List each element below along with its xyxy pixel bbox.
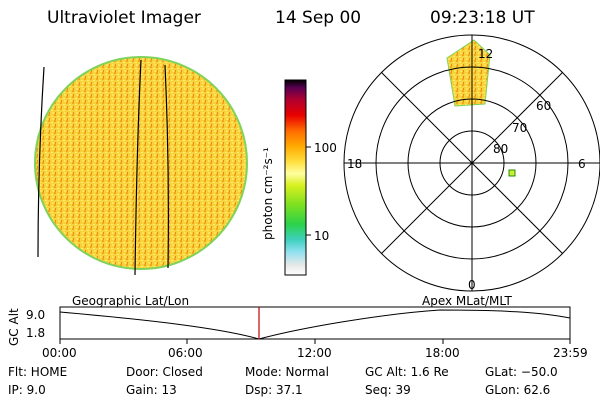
colorbar-tick-100: 100 (314, 141, 337, 155)
info-door: Door: Closed (126, 365, 203, 379)
info-seq: Seq: 39 (365, 383, 411, 397)
colorbar-unit-label: photon cm⁻²s⁻¹ (261, 147, 275, 240)
x-tick-0600: 06:00 (168, 346, 203, 360)
y-tick-1-8: 1.8 (26, 326, 46, 340)
info-glon: GLon: 62.6 (485, 383, 551, 397)
x-tick-2359: 23:59 (553, 346, 588, 360)
lat-label-80: 80 (493, 142, 509, 156)
info-dsp: Dsp: 37.1 (245, 383, 303, 397)
info-mode: Mode: Normal (245, 365, 329, 379)
info-gc-alt: GC Alt: 1.6 Re (365, 365, 449, 379)
info-glat: GLat: −50.0 (485, 365, 558, 379)
mlt-label-6: 6 (578, 157, 586, 171)
mlt-label-12: 12 (478, 47, 494, 61)
gc-alt-axis-label: GC Alt (7, 308, 21, 346)
info-gain: Gain: 13 (126, 383, 177, 397)
y-tick-9: 9.0 (26, 308, 46, 322)
x-tick-1200: 12:00 (297, 346, 332, 360)
colorbar (284, 79, 311, 276)
uv-disk-image (34, 56, 248, 276)
imager-title: Ultraviolet Imager (47, 8, 201, 28)
x-tick-1800: 18:00 (425, 346, 460, 360)
lat-label-70: 70 (512, 121, 528, 135)
x-tick-0000: 00:00 (42, 346, 77, 360)
lat-label-60: 60 (536, 99, 552, 113)
mlt-label-0: 0 (468, 278, 476, 292)
colorbar-tick-10: 10 (314, 229, 330, 243)
info-ip: IP: 9.0 (8, 383, 46, 397)
geographic-label: Geographic Lat/Lon (72, 294, 190, 308)
timeline-plot (59, 306, 571, 344)
polar-plot (343, 34, 600, 292)
apex-label: Apex MLat/MLT (422, 294, 512, 308)
date-label: 14 Sep 00 (275, 8, 362, 28)
info-flt: Flt: HOME (8, 365, 68, 379)
mlt-label-18: 18 (347, 157, 363, 171)
time-label: 09:23:18 UT (430, 8, 535, 28)
